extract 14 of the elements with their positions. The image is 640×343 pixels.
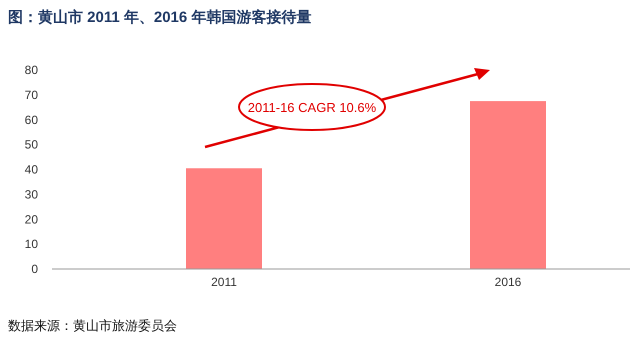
y-tick-label: 80	[24, 63, 38, 77]
y-tick-label: 50	[24, 138, 38, 152]
x-tick-label: 2011	[211, 275, 238, 289]
y-tick-label: 10	[24, 237, 38, 252]
y-tick-label: 20	[24, 212, 38, 226]
y-tick-label: 40	[24, 162, 38, 176]
annotation: 2011-16 CAGR 10.6%	[248, 100, 377, 115]
y-tick-label: 30	[24, 187, 38, 202]
source-note: 数据来源：黄山市旅游委员会	[8, 318, 177, 333]
y-tick-label: 0	[31, 262, 38, 276]
chart-title: 图：黄山市 2011 年、2016 年韩国游客接待量	[8, 8, 312, 26]
y-tick-label: 70	[24, 88, 38, 102]
x-tick-label: 2016	[494, 275, 522, 289]
y-tick-label: 60	[24, 112, 38, 127]
